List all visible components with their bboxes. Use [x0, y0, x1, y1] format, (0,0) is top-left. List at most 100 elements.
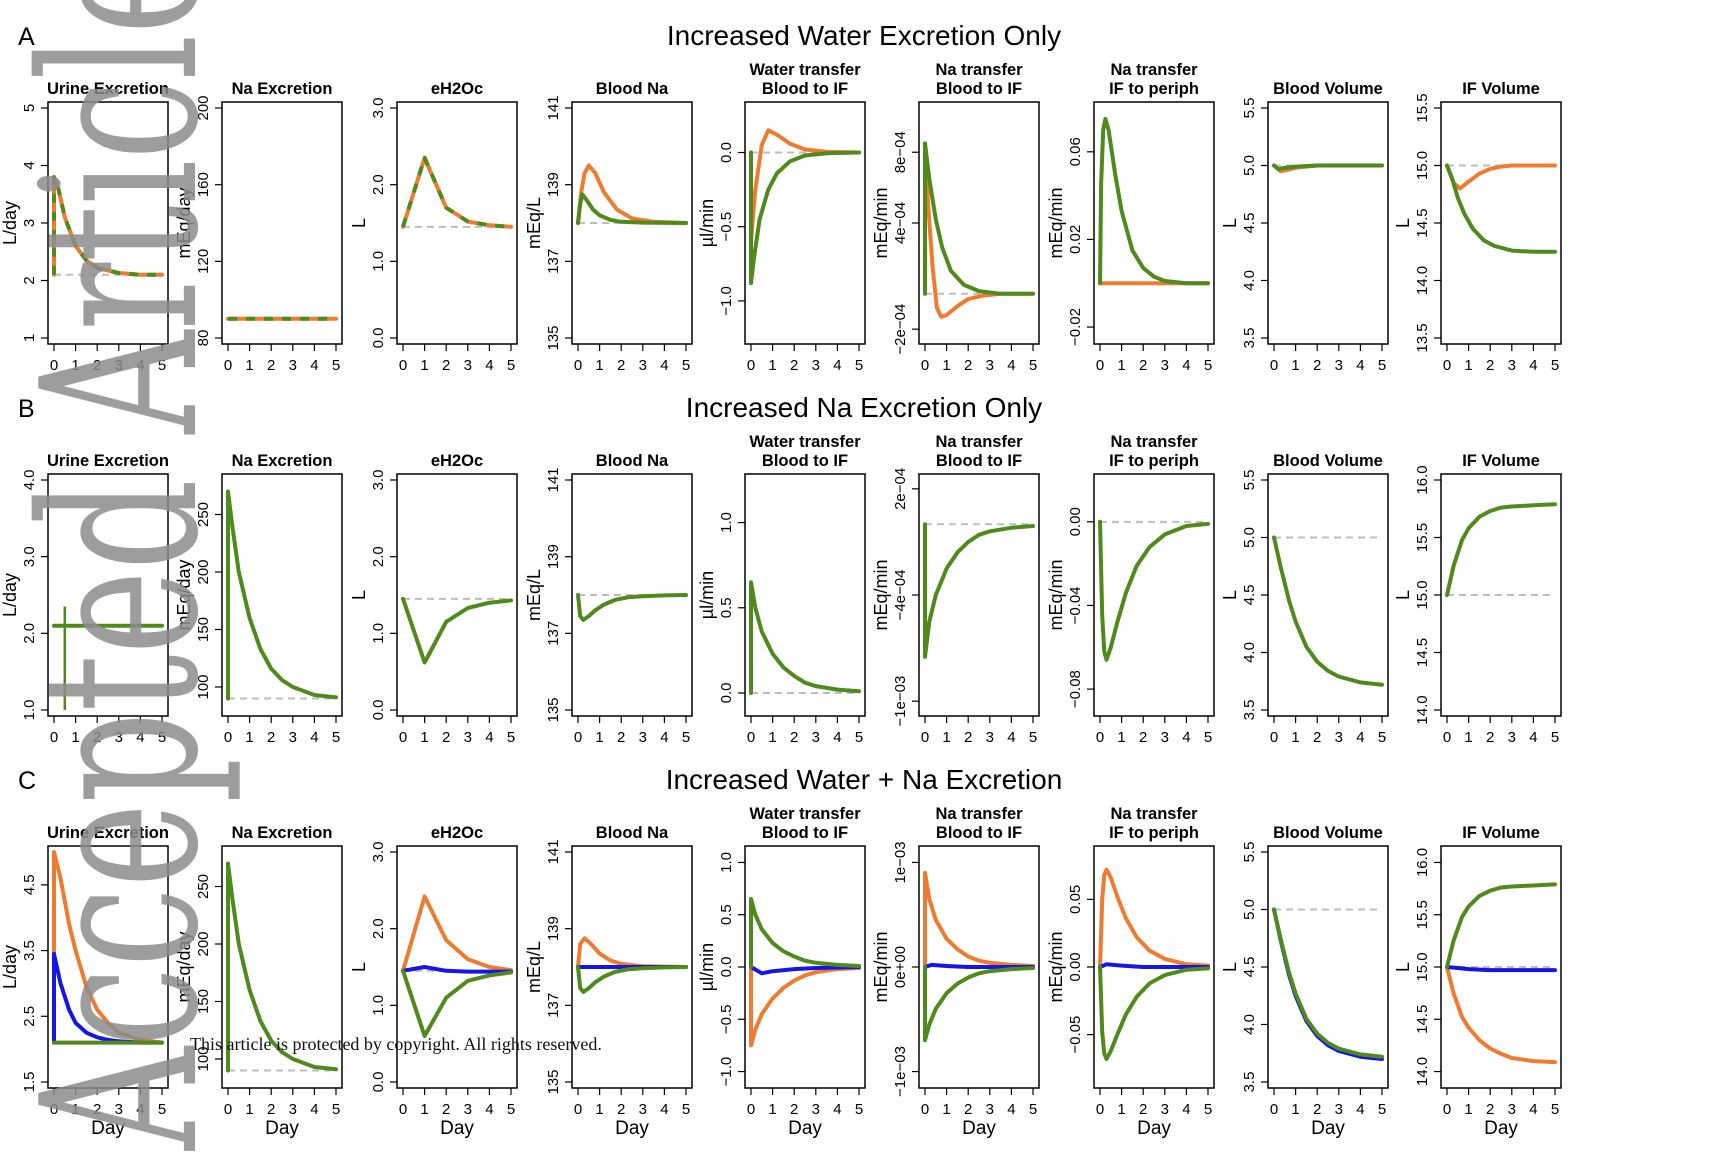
panel-b-1: Urine Excretion 0 1 2 3 4 5 1.0 2.0 3.0 4.0 L/day: [0, 452, 169, 746]
x-tick-label: 1: [595, 1101, 603, 1118]
x-tick-label: 2: [93, 1101, 101, 1118]
y-tick-label: −0.5: [718, 1004, 735, 1034]
x-axis-label: Day: [962, 1118, 996, 1139]
x-tick-label: 0: [399, 357, 407, 374]
panel-title: eH2Oc: [431, 80, 483, 98]
x-tick-label: 3: [1335, 729, 1343, 746]
y-tick-label: 0.5: [718, 904, 735, 925]
y-tick-label: 2.0: [21, 623, 38, 644]
series-line-green: [1098, 117, 1210, 286]
y-tick-label: 4.0: [1241, 270, 1258, 291]
x-tick-label: 2: [1139, 729, 1147, 746]
x-tick-label: 2: [442, 357, 450, 374]
x-tick-label: 3: [115, 357, 123, 374]
x-tick-label: 4: [1007, 729, 1015, 746]
x-tick-label: 3: [986, 1101, 994, 1118]
x-axis-label: Day: [265, 1118, 299, 1139]
x-tick-label: 2: [267, 729, 275, 746]
panel-title: Blood Na: [596, 824, 669, 842]
y-tick-label: 16.0: [1414, 848, 1431, 877]
x-tick-label: 2: [964, 357, 972, 374]
series-group: [576, 163, 688, 225]
y-tick-label: 3: [21, 219, 38, 227]
x-tick-label: 5: [855, 357, 863, 374]
x-tick-label: 2: [1486, 1101, 1494, 1118]
series-group: [226, 489, 338, 701]
x-tick-label: 4: [1356, 729, 1364, 746]
y-axis-label: mEq/min: [871, 931, 891, 1002]
x-tick-label: 2: [267, 1101, 275, 1118]
series-line-orange: [1445, 163, 1557, 191]
panel-frame: [744, 101, 866, 345]
x-axis-label: Day: [1311, 1118, 1345, 1139]
series-line-green: [576, 593, 688, 622]
x-axis-label: Day: [1137, 1118, 1171, 1139]
y-tick-label: −1e−03: [892, 1046, 909, 1097]
panel-frame: [396, 101, 518, 345]
series-line-green: [1445, 502, 1557, 597]
y-axis-label: mEq/day: [174, 931, 194, 1002]
panel-title: Na Excretion: [232, 80, 333, 98]
x-tick-label: 4: [136, 1101, 144, 1118]
y-tick-label: 3.5: [1241, 328, 1258, 349]
series-line-green: [1272, 163, 1384, 171]
x-tick-label: 0: [50, 1101, 58, 1118]
series-group: [401, 894, 513, 1038]
series-group: [1272, 535, 1384, 687]
series-line-green: [1272, 535, 1384, 687]
x-tick-label: 2: [790, 1101, 798, 1118]
x-tick-label: 0: [1096, 357, 1104, 374]
panel-title: IF Volume: [1462, 452, 1540, 470]
x-tick-label: 3: [986, 357, 994, 374]
x-tick-label: 4: [310, 357, 318, 374]
panel-frame: [571, 101, 693, 345]
x-tick-label: 2: [964, 729, 972, 746]
x-tick-label: 5: [332, 357, 340, 374]
series-group: [401, 596, 513, 665]
y-tick-label: 1.0: [718, 852, 735, 873]
x-tick-label: 5: [1378, 357, 1386, 374]
y-tick-label: 4.5: [21, 874, 38, 895]
series-line-green: [576, 192, 688, 225]
x-tick-label: 0: [921, 357, 929, 374]
panel-title: Blood to IF: [762, 80, 848, 98]
x-tick-label: 2: [790, 357, 798, 374]
x-tick-label: 5: [682, 357, 690, 374]
x-tick-label: 5: [1551, 1101, 1559, 1118]
series-line-blue: [749, 965, 861, 976]
y-tick-label: 160: [195, 172, 212, 197]
series-group: [1098, 519, 1210, 662]
x-tick-label: 1: [245, 729, 253, 746]
panel-frame: [1093, 473, 1215, 717]
series-line-green: [749, 897, 861, 969]
x-tick-label: 1: [245, 357, 253, 374]
x-tick-label: 1: [1117, 357, 1125, 374]
panel-c-1: Urine Excretion 0 1 2 3 4 5 Day 1.5 2.5 3.5 4.5 L/da…: [0, 824, 169, 1139]
panel-title: IF to periph: [1109, 824, 1199, 842]
x-tick-label: 1: [942, 1101, 950, 1118]
x-tick-label: 2: [93, 357, 101, 374]
series-group: [52, 175, 164, 277]
x-tick-label: 4: [136, 729, 144, 746]
y-tick-label: −0.08: [1067, 670, 1084, 708]
x-tick-label: 5: [1378, 1101, 1386, 1118]
panel-frame: [744, 473, 866, 717]
x-tick-label: 4: [1529, 357, 1537, 374]
y-tick-label: 200: [195, 559, 212, 584]
x-tick-label: 3: [1161, 1101, 1169, 1118]
x-tick-label: 5: [1029, 729, 1037, 746]
x-tick-label: 5: [1204, 357, 1212, 374]
x-tick-label: 0: [1270, 357, 1278, 374]
panel-b-4: Blood Na 0 1 2 3 4 5 135 137 139 141 mEq/L: [524, 452, 693, 746]
y-tick-label: 2.0: [370, 918, 387, 939]
y-tick-label: 3.5: [1241, 1072, 1258, 1093]
x-axis-label: Day: [615, 1118, 649, 1139]
series-group: [1445, 882, 1557, 1065]
series-line-green: [923, 965, 1035, 1043]
y-tick-label: 4.5: [1241, 213, 1258, 234]
y-tick-label: 120: [195, 249, 212, 274]
x-tick-label: 0: [747, 1101, 755, 1118]
